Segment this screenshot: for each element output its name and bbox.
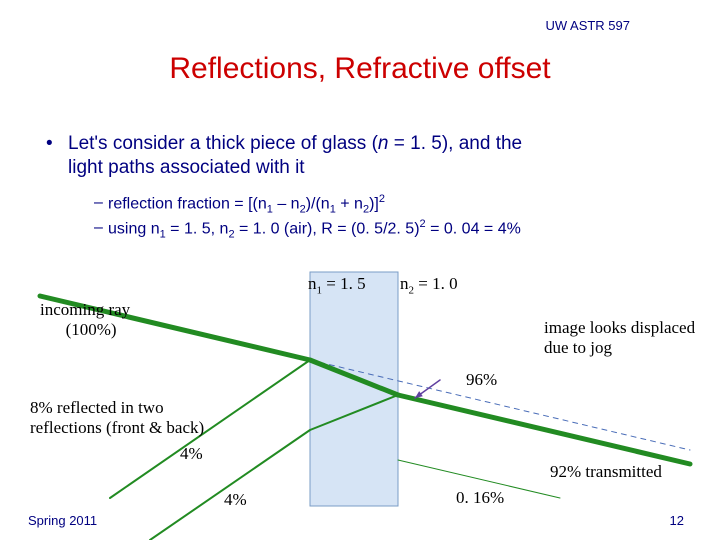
bullet-text-2: = 1. 5), and the (388, 133, 522, 154)
bullet-text-3: light paths associated with it (68, 157, 305, 178)
sub-bullet-2: using n1 = 1. 5, n2 = 1. 0 (air), R = (0… (94, 217, 660, 242)
n-symbol: n (378, 133, 389, 154)
bullet-text-1: Let's consider a thick piece of glass ( (68, 133, 378, 154)
page-title: Reflections, Refractive offset (0, 52, 720, 86)
n2-label: n2 = 1. 0 (400, 274, 458, 297)
sub-bullets: reflection fraction = [(n1 – n2)/(n1 + n… (94, 192, 660, 242)
pct-016-label: 0. 16% (456, 488, 504, 508)
sub-bullet-1: reflection fraction = [(n1 – n2)/(n1 + n… (94, 192, 660, 217)
incoming-ray-label: incoming ray (100%) (40, 300, 130, 339)
course-code: UW ASTR 597 (545, 18, 630, 33)
reflected-8pct-label: 8% reflected in two reflections (front &… (30, 398, 204, 437)
pct-4b-label: 4% (224, 490, 247, 510)
page-number: 12 (670, 513, 684, 528)
transmitted-label: 92% transmitted (550, 462, 662, 482)
n1-label: n1 = 1. 5 (308, 274, 366, 297)
pct-4a-label: 4% (180, 444, 203, 464)
main-bullet: Let's consider a thick piece of glass (n… (68, 132, 660, 181)
displaced-label: image looks displaced due to jog (544, 318, 695, 357)
pct-96-label: 96% (466, 370, 497, 390)
footer-term: Spring 2011 (28, 513, 97, 528)
